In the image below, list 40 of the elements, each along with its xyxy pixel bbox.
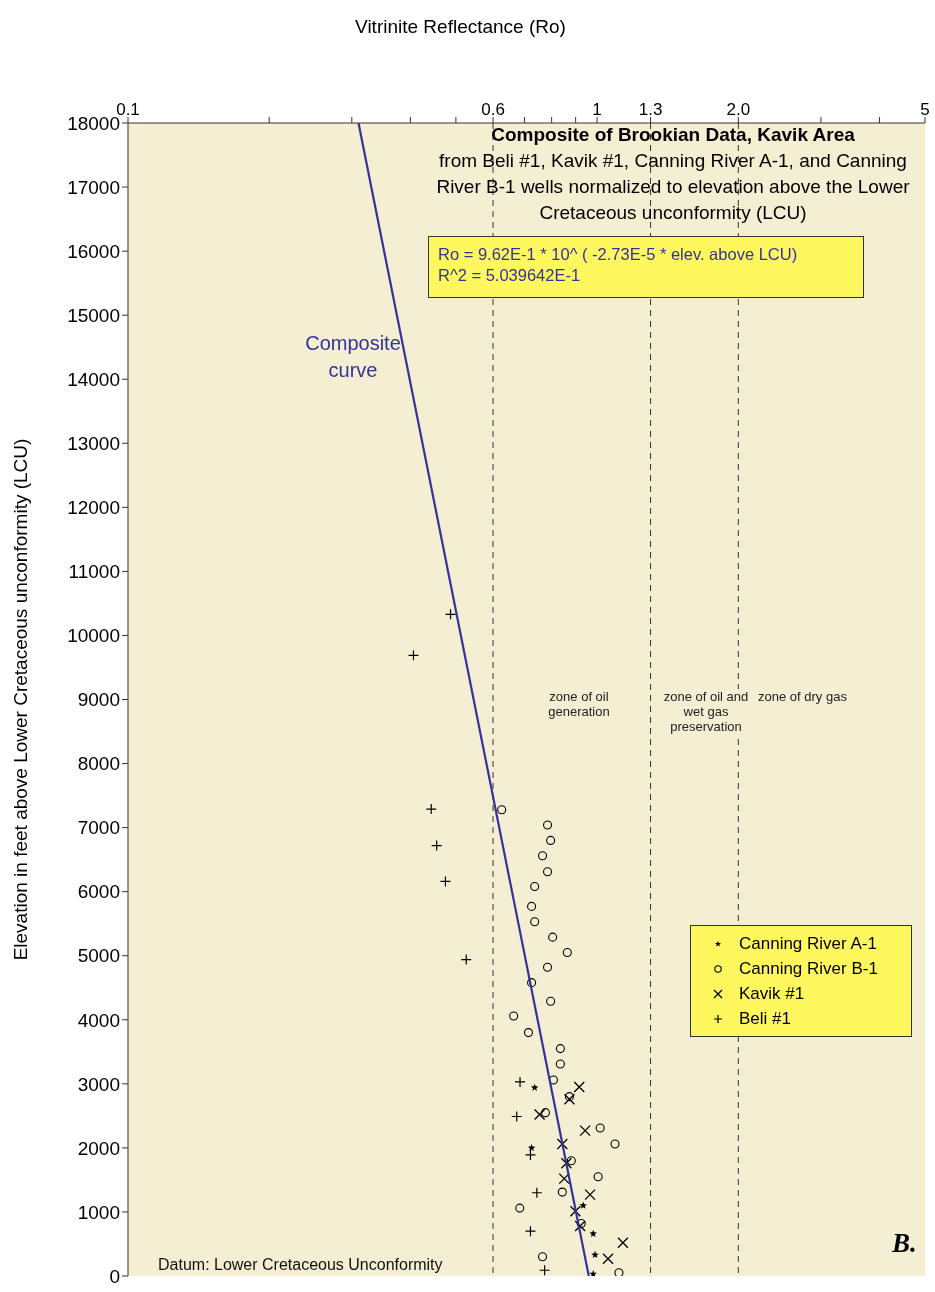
y-tick-label: 6000: [77, 881, 120, 903]
series-label: Composite curve: [304, 331, 402, 383]
equation-box: Ro = 9.62E-1 * 10^ ( -2.73E-5 * elev. above LCU) R^2 = 5.039642E-1: [428, 236, 864, 298]
y-tick-label: 14000: [67, 368, 120, 390]
y-axis-title: Elevation in feet above Lower Cretaceous unconformity (LCU): [9, 438, 31, 961]
y-tick-label: 0: [109, 1265, 120, 1287]
annotation: R^2 = 5.039642E-1: [438, 265, 582, 286]
y-tick-label: 16000: [67, 240, 120, 262]
x-tick-label: 5: [920, 100, 930, 119]
y-tick-label: 8000: [77, 753, 120, 775]
y-tick-label: 11000: [68, 561, 120, 583]
annotation: Datum: Lower Cretaceous Unconformity: [158, 1256, 443, 1274]
x-axis-title: Vitrinite Reflectance (Ro): [354, 16, 567, 38]
annotation: Ro = 9.62E-1 * 10^ ( -2.73E-5 * elev. above LCU): [438, 244, 799, 265]
y-tick-label: 5000: [77, 945, 120, 967]
x-tick-label: 0.6: [481, 100, 505, 119]
legend-label: Canning River A-1: [739, 933, 877, 954]
x-tick-label: 1: [592, 100, 602, 119]
y-tick-label: 17000: [67, 176, 120, 198]
legend-label: Canning River B-1: [739, 958, 878, 979]
annotation: zone of oil generation: [547, 689, 611, 719]
y-tick-label: 12000: [67, 497, 120, 519]
y-tick-label: 9000: [77, 689, 120, 711]
annotation: zone of dry gas: [758, 689, 847, 704]
y-tick-label: 15000: [67, 304, 120, 326]
annotation: B.: [892, 1228, 917, 1259]
y-tick-label: 1000: [77, 1201, 120, 1223]
legend-label: Kavik #1: [739, 983, 805, 1004]
y-tick-label: 4000: [77, 1009, 120, 1031]
annotation: zone of oil and wet gas preservation: [663, 689, 749, 734]
y-tick-label: 10000: [67, 625, 120, 647]
y-tick-label: 2000: [77, 1137, 120, 1159]
chart-title: Composite of Brookian Data, Kavik Area: [490, 123, 856, 147]
y-tick-label: 13000: [67, 433, 120, 455]
y-tick-label: 3000: [77, 1073, 120, 1095]
x-tick-label: 1.3: [638, 100, 663, 119]
legend-label: Beli #1: [739, 1008, 791, 1029]
x-tick-label: 2.0: [726, 100, 751, 119]
y-tick-label: 7000: [77, 817, 120, 839]
text: from Beli #1, Kavik #1, Canning River A-1, and Canning River B-1 wells normalized to elevation above the Lower Cretaceous unconformity (LCU): [435, 149, 911, 225]
